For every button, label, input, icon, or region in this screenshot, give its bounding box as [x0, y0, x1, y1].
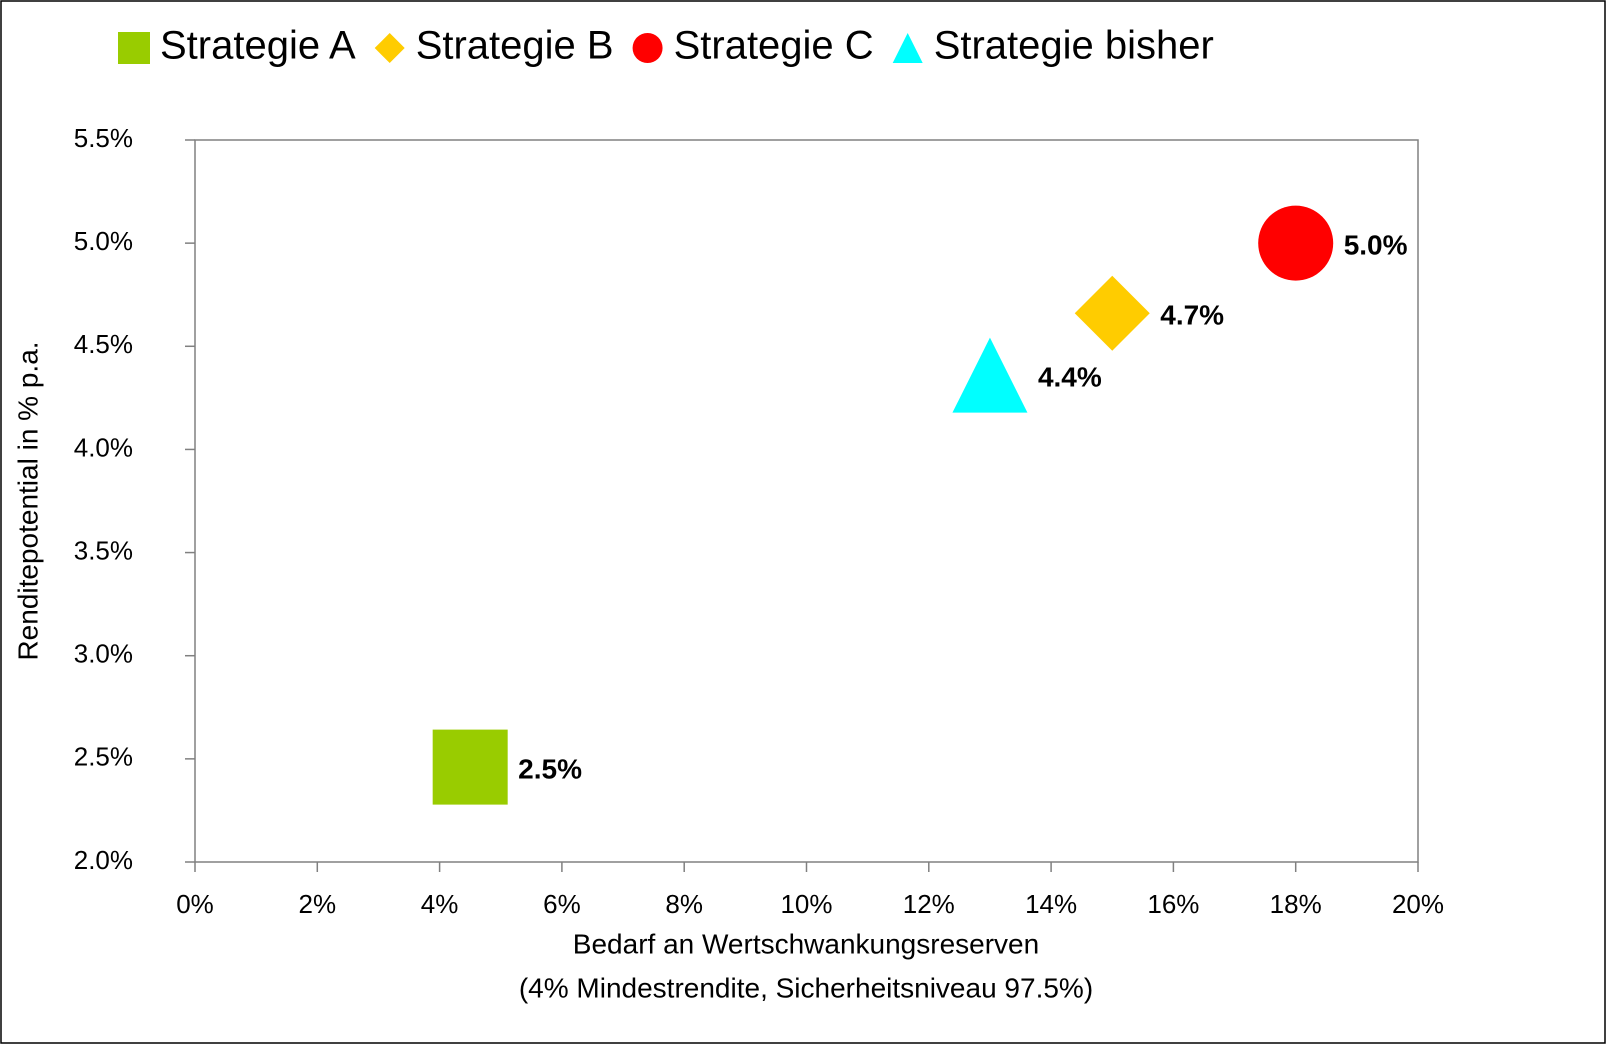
x-axis-label: Bedarf an Wertschwankungsreserven — [573, 928, 1039, 959]
y-tick-label: 5.5% — [74, 123, 133, 153]
data-label: 5.0% — [1344, 230, 1408, 261]
legend-label: Strategie bisher — [934, 24, 1214, 68]
marker — [1074, 275, 1150, 351]
x-tick-label: 2% — [299, 889, 337, 919]
legend-label: Strategie C — [674, 24, 874, 68]
data-label: 4.7% — [1160, 300, 1224, 331]
y-axis-label: Renditepotential in % p.a. — [12, 341, 43, 660]
y-tick-label: 2.5% — [74, 742, 133, 772]
x-tick-label: 18% — [1270, 889, 1322, 919]
y-tick-label: 3.0% — [74, 639, 133, 669]
plot-area — [194, 139, 1419, 863]
x-tick-label: 6% — [543, 889, 581, 919]
x-tick-label: 12% — [903, 889, 955, 919]
x-tick-label: 16% — [1147, 889, 1199, 919]
x-axis-label: (4% Mindestrendite, Sicherheitsniveau 97… — [519, 972, 1093, 1003]
x-tick-label: 14% — [1025, 889, 1077, 919]
y-tick-label: 4.5% — [74, 329, 133, 359]
marker — [952, 337, 1028, 413]
data-label: 2.5% — [518, 753, 582, 784]
x-tick-label: 4% — [421, 889, 459, 919]
marker — [374, 33, 405, 63]
y-tick-label: 5.0% — [74, 226, 133, 256]
y-tick-label: 2.0% — [74, 845, 133, 875]
data-label: 4.4% — [1038, 362, 1102, 393]
marker — [1258, 205, 1334, 281]
legend-label: Strategie A — [160, 24, 356, 68]
legend-label: Strategie B — [416, 24, 614, 68]
marker — [432, 729, 508, 805]
x-tick-label: 8% — [665, 889, 703, 919]
y-tick-label: 4.0% — [74, 432, 133, 462]
x-tick-label: 10% — [780, 889, 832, 919]
x-tick-label: 20% — [1392, 889, 1444, 919]
marker — [632, 33, 663, 63]
marker — [892, 33, 923, 63]
x-tick-label: 0% — [176, 889, 214, 919]
y-tick-label: 3.5% — [74, 535, 133, 565]
marker — [118, 32, 150, 64]
